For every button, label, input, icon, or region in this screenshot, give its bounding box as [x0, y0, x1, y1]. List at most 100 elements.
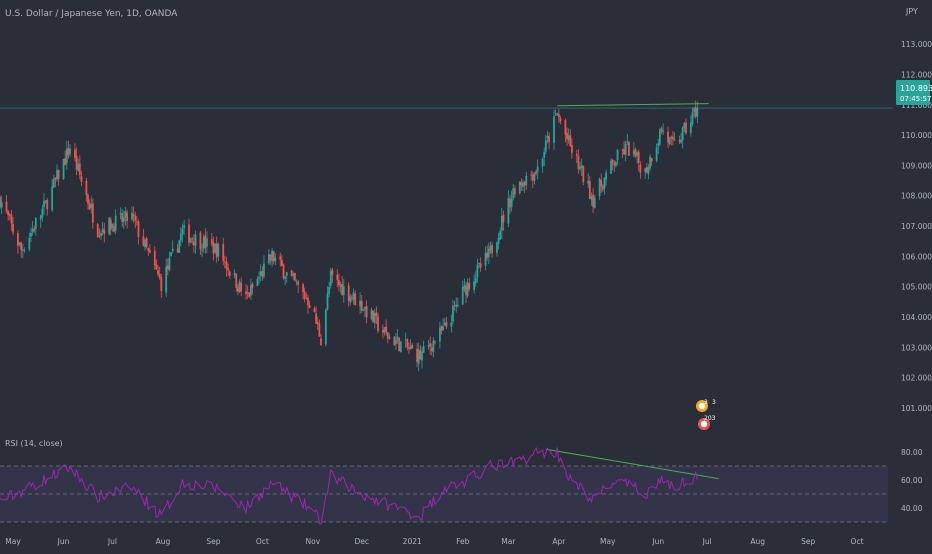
- candle-body: [667, 131, 669, 143]
- candle-body: [305, 298, 308, 300]
- candle-body: [610, 160, 612, 174]
- time-tick-label: Jul: [107, 537, 117, 546]
- candle-body: [256, 278, 259, 286]
- candle-body: [308, 305, 311, 308]
- candle-body: [577, 156, 580, 170]
- candle-body: [88, 202, 91, 210]
- candle-body: [183, 225, 186, 228]
- candle-body: [168, 257, 171, 271]
- candle-body: [364, 306, 366, 310]
- candle-body: [439, 327, 441, 342]
- candle-body: [456, 305, 459, 307]
- candle-body: [536, 166, 539, 172]
- candle-body: [179, 233, 182, 241]
- candle-body: [502, 214, 505, 223]
- rsi-title: RSI (14, close): [5, 439, 63, 448]
- candle-body: [430, 347, 433, 352]
- candle-body: [372, 310, 375, 322]
- dividend-icon-center: [700, 420, 708, 428]
- candle-body: [440, 326, 443, 331]
- axes: 113.000 112.000 111.000 110.000 109.000 108.0…: [5, 40, 932, 546]
- candle-body: [359, 300, 361, 307]
- price-tick-label: 105.000: [901, 283, 932, 292]
- candle-body: [393, 336, 396, 346]
- candle-body: [149, 250, 151, 253]
- price-tick-label: 103.000: [901, 343, 932, 352]
- candle-body: [80, 176, 83, 182]
- candle-body: [251, 283, 254, 288]
- candle-body: [338, 279, 340, 286]
- candle-body: [386, 332, 389, 339]
- candle-body: [101, 228, 104, 233]
- candle-body: [582, 166, 585, 183]
- price-tick-label: 113.000: [901, 40, 932, 49]
- candle-body: [212, 242, 215, 254]
- candlestick-series: [0, 100, 699, 372]
- candle-body: [683, 123, 686, 129]
- candle-body: [263, 263, 265, 277]
- candle-body: [269, 254, 272, 260]
- price-tick-label: 111.000: [901, 101, 932, 110]
- candle-body: [292, 273, 295, 276]
- candle-body: [575, 154, 578, 156]
- candle-body: [365, 306, 368, 318]
- earnings-events[interactable]: 3 3 203: [696, 399, 716, 430]
- candle-body: [559, 118, 562, 122]
- candle-body: [466, 282, 469, 297]
- candle-body: [455, 304, 458, 307]
- candle-body: [51, 186, 54, 211]
- candle-body: [5, 201, 8, 212]
- candle-body: [399, 341, 402, 353]
- candle-body: [178, 240, 181, 253]
- candle-body: [655, 147, 658, 161]
- currency-label: JPY: [905, 7, 918, 16]
- rsi-tick-label: 80.00: [901, 448, 923, 457]
- candle-body: [91, 203, 94, 223]
- candle-body: [33, 228, 36, 231]
- candle-body: [137, 221, 140, 237]
- candle-body: [370, 309, 373, 320]
- candle-body: [614, 161, 617, 166]
- dividend-label: 203: [704, 415, 716, 422]
- candle-body: [10, 214, 13, 224]
- candle-body: [452, 305, 454, 322]
- candle-body: [113, 225, 115, 232]
- bar-countdown: 07:45:57: [900, 95, 931, 103]
- candle-body: [0, 197, 1, 208]
- candle-body: [693, 108, 696, 112]
- candle-body: [46, 200, 49, 210]
- candle-body: [678, 140, 681, 142]
- candle-body: [23, 249, 26, 251]
- candle-body: [571, 144, 573, 153]
- candle-body: [228, 271, 231, 276]
- candle-body: [90, 204, 93, 208]
- candle-body: [510, 197, 513, 208]
- candle-body: [31, 228, 34, 233]
- candle-body: [324, 310, 327, 345]
- candle-body: [39, 215, 42, 220]
- candle-body: [623, 149, 625, 155]
- candle-body: [465, 285, 467, 295]
- candle-body: [320, 338, 322, 346]
- price-tick-label: 108.000: [901, 192, 932, 201]
- candle-body: [673, 139, 676, 141]
- earnings-count: 3: [712, 399, 716, 406]
- candle-body: [553, 116, 555, 143]
- candle-body: [375, 312, 378, 317]
- candle-body: [21, 249, 24, 251]
- time-tick-label: Sep: [801, 537, 815, 546]
- candle-body: [530, 174, 533, 176]
- candle-body: [109, 219, 112, 230]
- time-tick-label: Mar: [501, 537, 516, 546]
- candle-body: [491, 245, 493, 254]
- candle-body: [30, 232, 32, 237]
- candle-body: [613, 162, 616, 166]
- candle-body: [461, 286, 464, 305]
- candle-body: [290, 270, 293, 276]
- candle-body: [62, 159, 65, 179]
- candle-body: [590, 196, 593, 200]
- candle-body: [145, 238, 148, 248]
- candle-body: [427, 345, 430, 347]
